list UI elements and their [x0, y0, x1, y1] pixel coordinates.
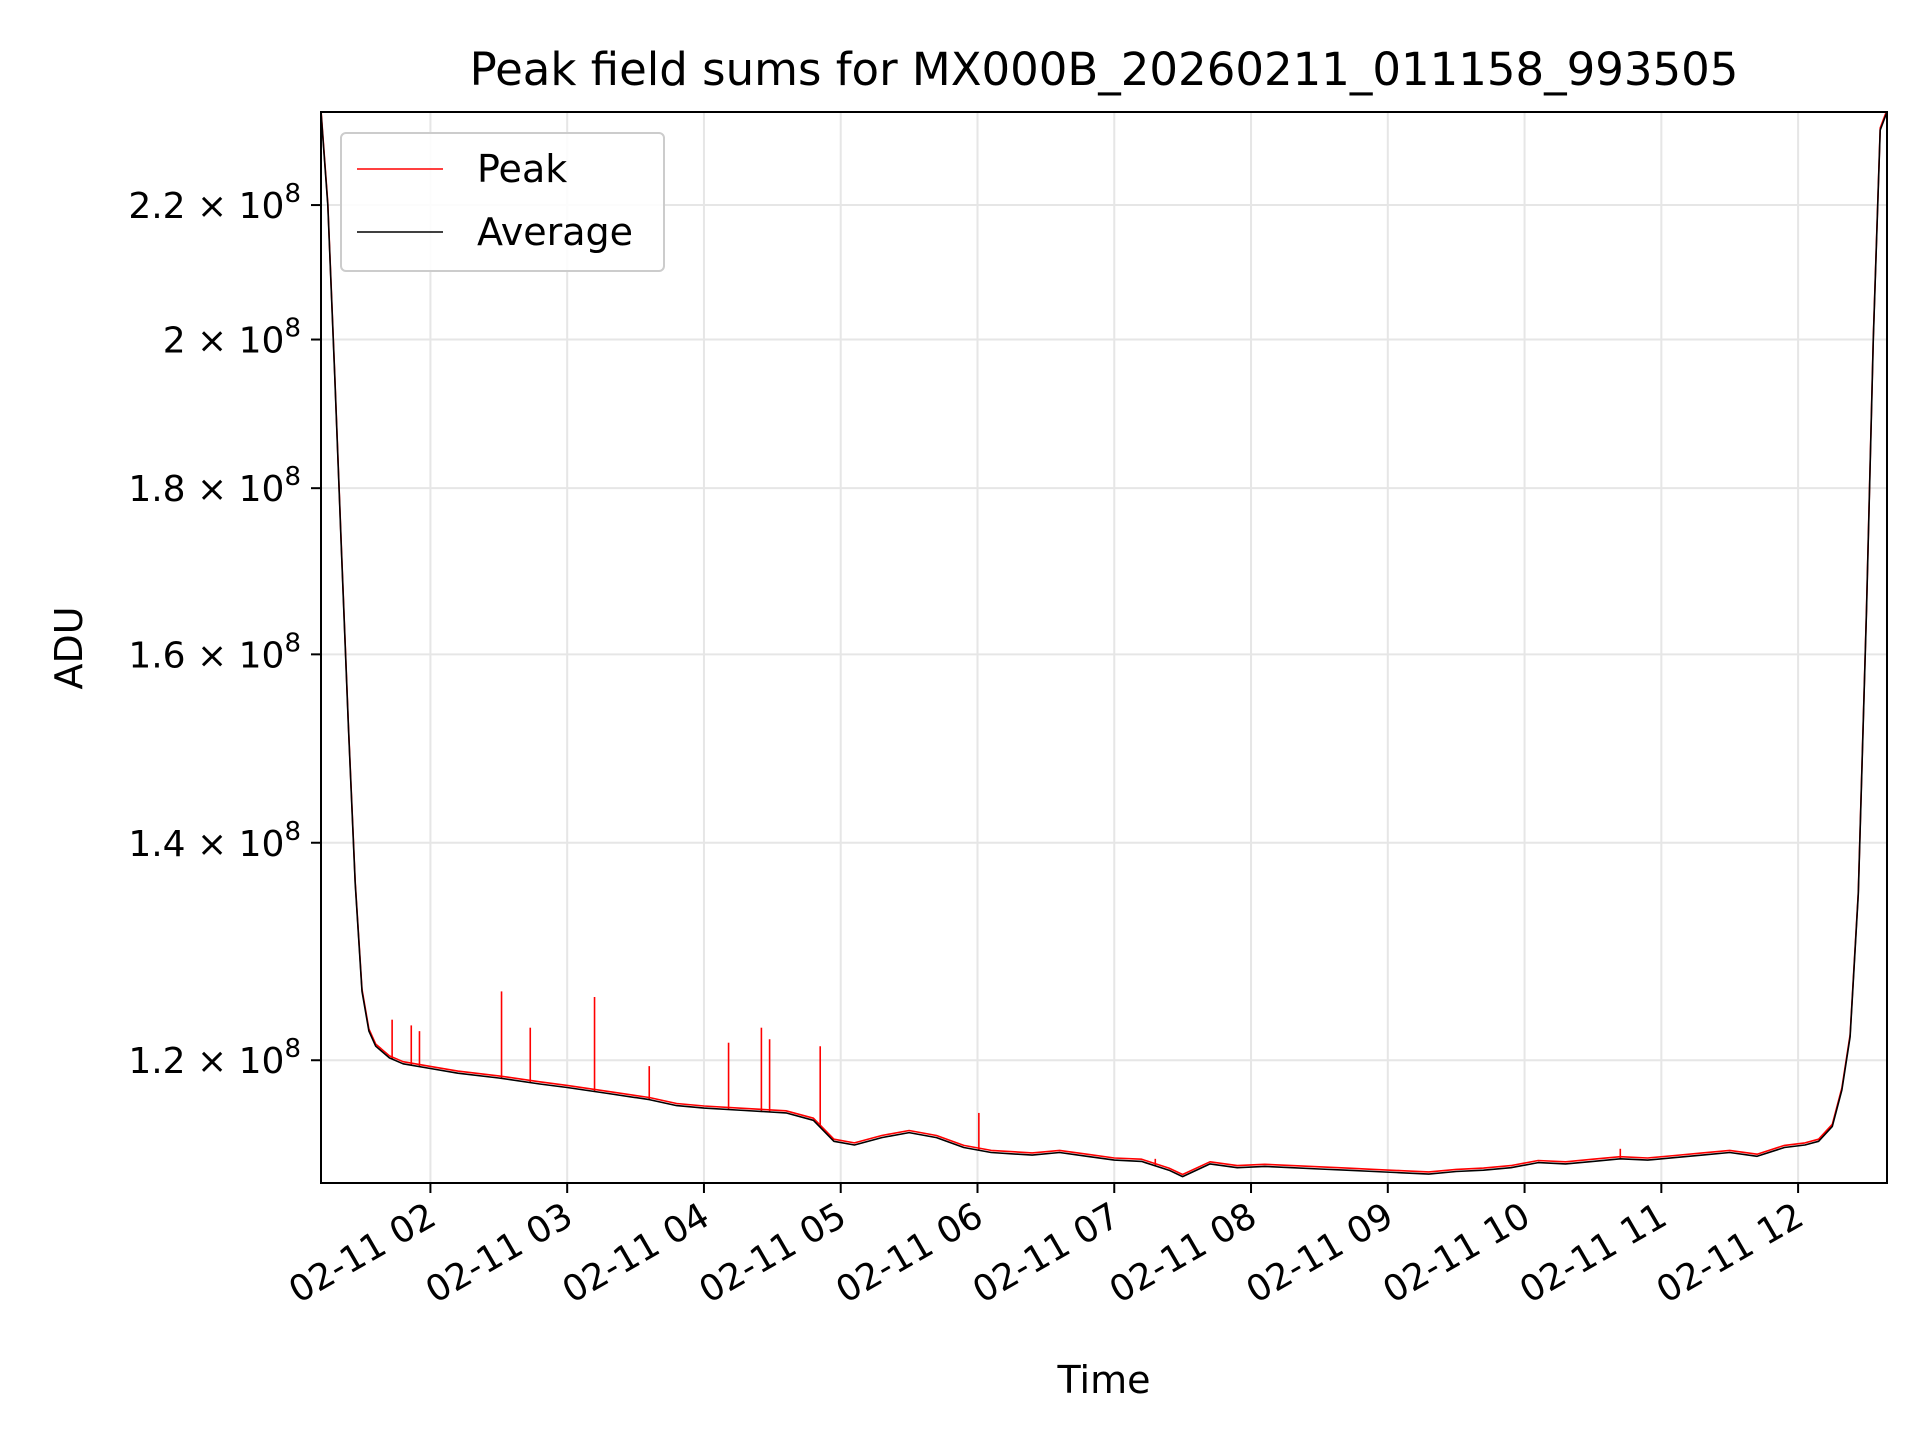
- y-axis-label: ADU: [47, 606, 91, 689]
- series-line-average: [321, 112, 1887, 1178]
- y-tick-exponent: 8: [284, 1034, 301, 1064]
- y-tick-exponent: 8: [284, 314, 301, 344]
- chart-title: Peak field sums for MX000B_20260211_0111…: [470, 43, 1739, 96]
- plot-area-frame: [320, 111, 1888, 1184]
- y-tick-exponent: 8: [284, 179, 301, 209]
- y-tick-label: 1.2 × 108: [128, 1034, 301, 1082]
- y-tick-mantissa: 2: [163, 321, 186, 362]
- y-tick-times: × 10: [186, 469, 285, 510]
- y-tick-exponent: 8: [284, 462, 301, 492]
- y-tick-mantissa: 1.4: [128, 824, 185, 865]
- legend: Peak Average: [340, 132, 665, 272]
- y-tick-times: × 10: [186, 824, 285, 865]
- legend-label-peak: Peak: [477, 147, 567, 191]
- y-tick-label: 2.2 × 108: [128, 179, 301, 227]
- y-tick-label: 1.4 × 108: [128, 817, 301, 865]
- legend-box: [340, 132, 665, 272]
- y-tick-label: 2 × 108: [163, 314, 301, 362]
- y-tick-exponent: 8: [284, 628, 301, 658]
- plot-area-background: [321, 112, 1887, 1183]
- x-axis-label: Time: [1057, 1358, 1151, 1402]
- y-tick-times: × 10: [186, 635, 285, 676]
- y-tick-times: × 10: [186, 321, 285, 362]
- y-tick-exponent: 8: [284, 817, 301, 847]
- series-line-peak: [321, 112, 1887, 1176]
- grid-lines: [321, 112, 1887, 1183]
- y-tick-mantissa: 1.2: [128, 1041, 185, 1082]
- legend-label-average: Average: [477, 210, 633, 254]
- y-tick-mantissa: 1.8: [128, 469, 185, 510]
- y-tick-times: × 10: [186, 1041, 285, 1082]
- y-tick-mantissa: 1.6: [128, 635, 185, 676]
- y-tick-mantissa: 2.2: [128, 186, 185, 227]
- y-tick-label: 1.6 × 108: [128, 628, 301, 676]
- series-layer: [321, 112, 1887, 1178]
- y-tick-label: 1.8 × 108: [128, 462, 301, 510]
- y-tick-times: × 10: [186, 186, 285, 227]
